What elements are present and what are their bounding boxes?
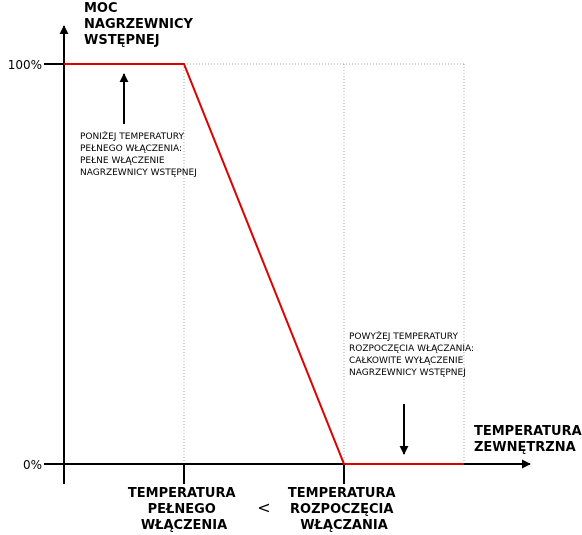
x-axis-title-line: TEMPERATURA xyxy=(474,424,582,439)
x-axis-title: TEMPERATURA ZEWNĘTRZNA xyxy=(474,424,582,455)
y-axis-title: MOC NAGRZEWNICY WSTĘPNEJ xyxy=(84,1,197,48)
annotation-line: PEŁNEGO WŁĄCZENIA: xyxy=(80,144,182,154)
annotation-line: ROZPOCZĘCIA WŁĄCZANIA: xyxy=(349,344,474,354)
annotation-line: POWYŻEJ TEMPERATURY xyxy=(349,331,458,342)
y-tick-label-100: 100% xyxy=(8,58,42,72)
annotation-line: NAGRZEWNICY WSTĘPNEJ xyxy=(80,168,197,178)
x-category-line: WŁĄCZENIA xyxy=(141,518,227,533)
x-category-line: ROZPOCZĘCIA xyxy=(290,502,393,517)
x-category-line: TEMPERATURA xyxy=(128,486,236,501)
x-axis-title-line: ZEWNĘTRZNA xyxy=(474,440,576,455)
x-category-full-on: TEMPERATURA PEŁNEGO WŁĄCZENIA xyxy=(128,486,240,533)
annotation-above-start-on: POWYŻEJ TEMPERATURY ROZPOCZĘCIA WŁĄCZANI… xyxy=(349,331,477,378)
y-tick-label-0: 0% xyxy=(23,458,42,472)
y-axis-title-line: NAGRZEWNICY xyxy=(84,17,194,32)
series-line xyxy=(64,63,464,465)
less-than-symbol: < xyxy=(257,498,270,517)
annotation-line: PEŁNE WŁĄCZENIE xyxy=(80,156,165,166)
annotation-line: NAGRZEWNICY WSTĘPNEJ xyxy=(349,368,466,378)
x-category-line: WŁĄCZANIA xyxy=(300,518,388,533)
y-axis-title-line: WSTĘPNEJ xyxy=(84,33,160,48)
series-points xyxy=(63,63,465,465)
x-category-line: TEMPERATURA xyxy=(288,486,396,501)
x-category-start-on: TEMPERATURA ROZPOCZĘCIA WŁĄCZANIA xyxy=(288,486,400,533)
annotation-line: CAŁKOWITE WYŁĄCZENIE xyxy=(349,356,464,366)
x-category-line: PEŁNEGO xyxy=(148,502,216,517)
annotation-line: PONIŻEJ TEMPERATURY xyxy=(80,131,184,142)
y-axis-title-line: MOC xyxy=(84,1,118,16)
annotation-below-full-on: PONIŻEJ TEMPERATURY PEŁNEGO WŁĄCZENIA: P… xyxy=(80,131,197,178)
